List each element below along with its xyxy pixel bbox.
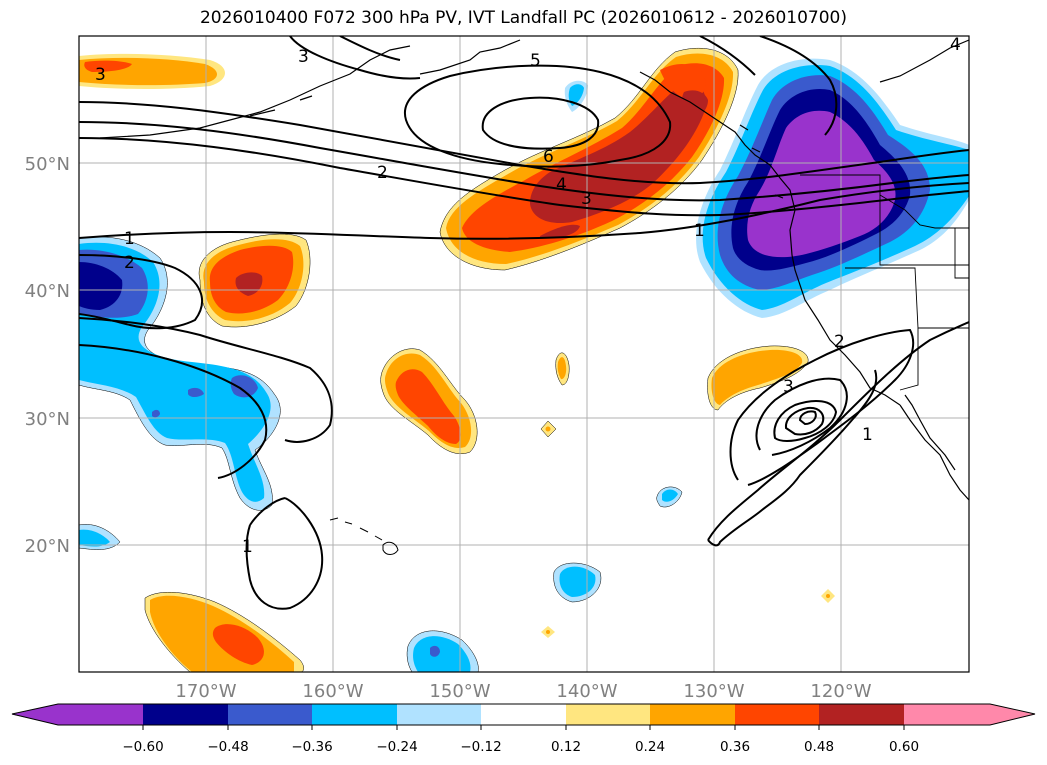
contour-label: 2	[834, 332, 845, 352]
lon-label-120w: 120°W	[810, 681, 871, 702]
colorbar-tick: −0.12	[460, 739, 501, 755]
lat-label-40n: 40°N	[25, 281, 70, 302]
lat-label-30n: 30°N	[25, 409, 70, 430]
colorbar-tick: 0.48	[804, 739, 834, 755]
map-content: 1 2 3 4 5 6 1 2 3 1 2 3 1 3 4	[79, 35, 969, 672]
colorbar-tick: 0.12	[551, 739, 581, 755]
colorbar-tick: 0.24	[635, 739, 665, 755]
colorbar-segment	[12, 704, 143, 725]
contour-label: 3	[298, 47, 309, 67]
colorbar-tick: 0.36	[720, 739, 750, 755]
contour-label: 3	[581, 189, 592, 209]
contour-label: 3	[783, 377, 794, 397]
contour-label: 6	[543, 147, 554, 167]
colorbar-segment	[819, 704, 904, 725]
positive-anomaly-central-north	[198, 233, 311, 328]
positive-anomaly-southwest	[144, 592, 304, 672]
plot-frame	[78, 35, 970, 673]
contour-label: 4	[556, 175, 567, 195]
colorbar: −0.60 −0.48 −0.36 −0.24 −0.12 0.12 0.24 …	[11, 703, 1036, 755]
colorbar-segment	[397, 704, 481, 725]
colorbar-segment	[143, 704, 228, 725]
contour-label: 1	[242, 537, 253, 557]
longitude-labels: 170°W 160°W 150°W 140°W 130°W 120°W	[175, 681, 871, 702]
contour-label: 1	[694, 221, 705, 241]
colorbar-tick: 0.60	[889, 739, 919, 755]
pv-contour-labels: 1 2 3 4 5 6 1 2 3 1 2 3 1 3 4	[95, 35, 961, 557]
lon-label-160w: 160°W	[302, 681, 363, 702]
contour-label: 3	[95, 65, 106, 85]
contour-label: 1	[124, 229, 135, 249]
contour-label: 4	[950, 35, 961, 55]
negative-anomaly-small-cells	[406, 486, 683, 672]
contour-label: 2	[377, 163, 388, 183]
colorbar-tick: −0.48	[207, 739, 248, 755]
positive-anomaly-150w	[380, 348, 478, 454]
coastlines	[99, 39, 969, 501]
positive-anomaly-southeast	[707, 345, 809, 411]
negative-anomaly-west	[79, 236, 281, 550]
colorbar-segment	[312, 704, 397, 725]
colorbar-ticks: −0.60 −0.48 −0.36 −0.24 −0.12 0.12 0.24 …	[122, 739, 919, 755]
colorbar-segment	[650, 704, 735, 725]
political-borders	[800, 174, 969, 391]
latitude-labels: 50°N 40°N 30°N 20°N	[25, 154, 70, 557]
colorbar-segment	[481, 704, 566, 725]
contour-label: 1	[862, 425, 873, 445]
hawaiian-islands	[329, 517, 399, 555]
colorbar-segment	[228, 704, 312, 725]
lon-label-140w: 140°W	[556, 681, 617, 702]
lon-label-150w: 150°W	[429, 681, 490, 702]
colorbar-tick: −0.36	[291, 739, 332, 755]
contour-label: 2	[124, 253, 135, 273]
positive-anomaly-northeast-pacific	[439, 47, 739, 271]
colorbar-segment	[904, 704, 1035, 725]
contour-label: 5	[530, 51, 541, 71]
graticule	[79, 36, 969, 672]
lon-label-130w: 130°W	[683, 681, 744, 702]
lon-label-170w: 170°W	[175, 681, 236, 702]
positive-anomaly-northwest	[79, 53, 225, 89]
pv-contours	[79, 36, 969, 610]
colorbar-tick: −0.24	[376, 739, 417, 755]
colorbar-segment	[566, 704, 650, 725]
negative-anomaly-pacific-northwest	[564, 58, 969, 318]
lat-label-20n: 20°N	[25, 536, 70, 557]
colorbar-segment	[735, 704, 819, 725]
lat-label-50n: 50°N	[25, 154, 70, 175]
figure-title: 2026010400 F072 300 hPa PV, IVT Landfall…	[199, 8, 847, 28]
positive-anomaly-small-cells	[540, 352, 835, 638]
colorbar-tick: −0.60	[122, 739, 163, 755]
